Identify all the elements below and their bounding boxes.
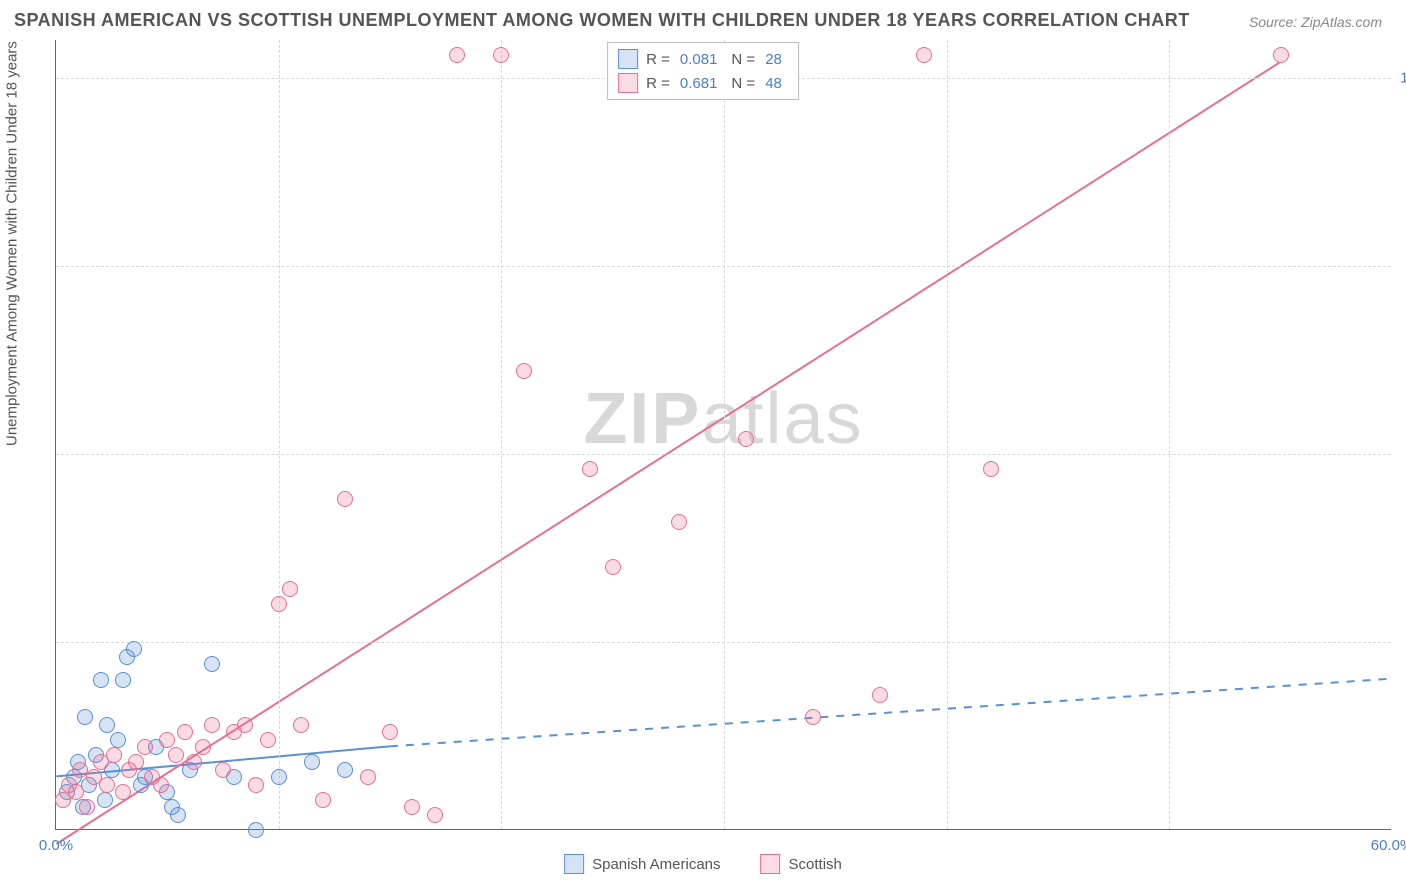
data-point — [304, 754, 320, 770]
data-point — [516, 363, 532, 379]
data-point — [99, 777, 115, 793]
data-point — [805, 709, 821, 725]
source-attribution: Source: ZipAtlas.com — [1249, 14, 1382, 30]
data-point — [248, 822, 264, 838]
trend-line-extrapolated — [390, 679, 1391, 747]
gridline-v — [947, 40, 948, 829]
y-tick-label: 100.0% — [1396, 69, 1406, 86]
legend-r-label: R = — [646, 51, 670, 68]
data-point — [77, 709, 93, 725]
legend-r-value: 0.081 — [680, 51, 718, 68]
data-point — [195, 739, 211, 755]
data-point — [282, 581, 298, 597]
data-point — [315, 792, 331, 808]
legend-swatch — [618, 73, 638, 93]
data-point — [170, 807, 186, 823]
legend-n-label: N = — [731, 75, 755, 92]
plot-area: ZIPatlas 25.0%50.0%75.0%100.0%0.0%60.0% — [55, 40, 1391, 830]
data-point — [126, 641, 142, 657]
legend-swatch — [564, 854, 584, 874]
data-point — [93, 672, 109, 688]
x-tick-label: 0.0% — [39, 837, 73, 854]
data-point — [605, 559, 621, 575]
x-tick-label: 60.0% — [1371, 837, 1406, 854]
series-name: Spanish Americans — [592, 856, 720, 873]
data-point — [293, 717, 309, 733]
stats-legend-row: R = 0.081 N = 28 — [618, 47, 788, 71]
stats-legend-row: R = 0.681 N = 48 — [618, 71, 788, 95]
legend-r-label: R = — [646, 75, 670, 92]
legend-swatch — [618, 49, 638, 69]
data-point — [738, 431, 754, 447]
data-point — [137, 739, 153, 755]
data-point — [404, 799, 420, 815]
data-point — [337, 762, 353, 778]
data-point — [916, 47, 932, 63]
data-point — [248, 777, 264, 793]
gridline-v — [279, 40, 280, 829]
data-point — [427, 807, 443, 823]
data-point — [671, 514, 687, 530]
legend-n-label: N = — [731, 51, 755, 68]
data-point — [449, 47, 465, 63]
stats-legend: R = 0.081 N = 28 R = 0.681 N = 48 — [607, 42, 799, 100]
data-point — [153, 777, 169, 793]
data-point — [204, 717, 220, 733]
data-point — [115, 672, 131, 688]
chart-title: SPANISH AMERICAN VS SCOTTISH UNEMPLOYMEN… — [14, 10, 1190, 31]
data-point — [159, 732, 175, 748]
data-point — [360, 769, 376, 785]
gridline-v — [724, 40, 725, 829]
legend-n-value: 48 — [765, 75, 782, 92]
data-point — [97, 792, 113, 808]
data-point — [215, 762, 231, 778]
data-point — [271, 596, 287, 612]
data-point — [337, 491, 353, 507]
series-name: Scottish — [789, 856, 842, 873]
legend-r-value: 0.681 — [680, 75, 718, 92]
data-point — [68, 784, 84, 800]
data-point — [582, 461, 598, 477]
data-point — [271, 769, 287, 785]
gridline-v — [501, 40, 502, 829]
data-point — [128, 754, 144, 770]
data-point — [168, 747, 184, 763]
y-tick-label: 50.0% — [1396, 445, 1406, 462]
legend-swatch — [761, 854, 781, 874]
data-point — [115, 784, 131, 800]
data-point — [260, 732, 276, 748]
series-legend-item: Scottish — [761, 854, 842, 874]
data-point — [177, 724, 193, 740]
series-legend: Spanish Americans Scottish — [564, 854, 842, 874]
data-point — [237, 717, 253, 733]
data-point — [872, 687, 888, 703]
series-legend-item: Spanish Americans — [564, 854, 720, 874]
data-point — [493, 47, 509, 63]
data-point — [99, 717, 115, 733]
data-point — [79, 799, 95, 815]
y-tick-label: 25.0% — [1396, 633, 1406, 650]
data-point — [106, 747, 122, 763]
data-point — [204, 656, 220, 672]
data-point — [110, 732, 126, 748]
legend-n-value: 28 — [765, 51, 782, 68]
data-point — [186, 754, 202, 770]
data-point — [983, 461, 999, 477]
data-point — [1273, 47, 1289, 63]
y-tick-label: 75.0% — [1396, 257, 1406, 274]
y-axis-label: Unemployment Among Women with Children U… — [4, 41, 21, 446]
data-point — [382, 724, 398, 740]
gridline-v — [1169, 40, 1170, 829]
